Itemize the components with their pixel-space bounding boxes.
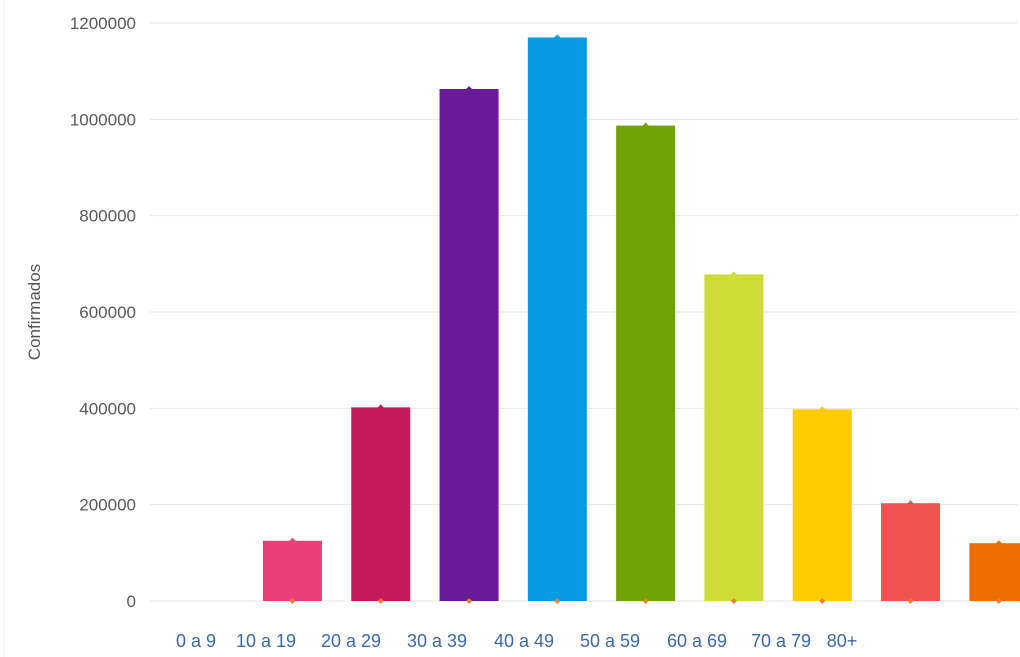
- baseline-marker: [730, 598, 737, 604]
- y-tick-label: 600000: [79, 303, 136, 322]
- x-tick-label: 80+: [827, 631, 858, 651]
- baseline-marker: [995, 598, 1002, 604]
- y-axis-title: Confirmados: [25, 264, 44, 360]
- top-marker: [995, 540, 1002, 547]
- y-tick-label: 800000: [79, 207, 136, 226]
- y-tick-label: 400000: [79, 399, 136, 418]
- bar: [704, 274, 764, 601]
- x-tick-label: 20 a 29: [321, 631, 381, 651]
- top-marker: [907, 500, 914, 507]
- bar: [616, 125, 676, 601]
- bar: [351, 407, 411, 601]
- x-tick-label: 10 a 19: [236, 631, 296, 651]
- y-tick-label: 1200000: [70, 14, 136, 33]
- baseline-marker: [377, 598, 384, 604]
- top-marker: [466, 85, 473, 92]
- x-tick-label: 60 a 69: [667, 631, 727, 651]
- top-marker: [377, 404, 384, 411]
- y-tick-label: 1000000: [70, 110, 136, 129]
- y-tick-label: 200000: [79, 496, 136, 515]
- top-marker: [642, 122, 649, 129]
- x-axis-labels: 0 a 9 10 a 19 20 a 29 30 a 39 40 a 49 50 a 59…: [176, 631, 857, 651]
- baseline-marker: [466, 598, 473, 604]
- x-tick-label: 40 a 49: [494, 631, 554, 651]
- bar: [262, 540, 322, 601]
- bar: [881, 503, 941, 601]
- baseline-marker: [819, 598, 826, 604]
- baseline-marker: [642, 598, 649, 604]
- bar: [439, 88, 499, 601]
- top-marker: [819, 406, 826, 413]
- bar: [969, 543, 1020, 601]
- top-marker: [289, 537, 296, 544]
- x-tick-label: 70 a 79: [751, 631, 811, 651]
- y-axis-ticks: 0 200000 400000 600000 800000 1000000 1200000: [70, 14, 136, 611]
- x-tick-label: 30 a 39: [407, 631, 467, 651]
- bars: [262, 34, 1020, 604]
- top-marker: [554, 34, 561, 41]
- bar: [527, 37, 587, 601]
- baseline-marker: [554, 598, 561, 604]
- x-tick-label: 50 a 59: [580, 631, 640, 651]
- y-tick-label: 0: [127, 592, 136, 611]
- bar: [792, 409, 852, 601]
- baseline-marker: [907, 598, 914, 604]
- top-marker: [730, 271, 737, 278]
- x-tick-label: 0 a 9: [176, 631, 216, 651]
- baseline-marker: [289, 598, 296, 604]
